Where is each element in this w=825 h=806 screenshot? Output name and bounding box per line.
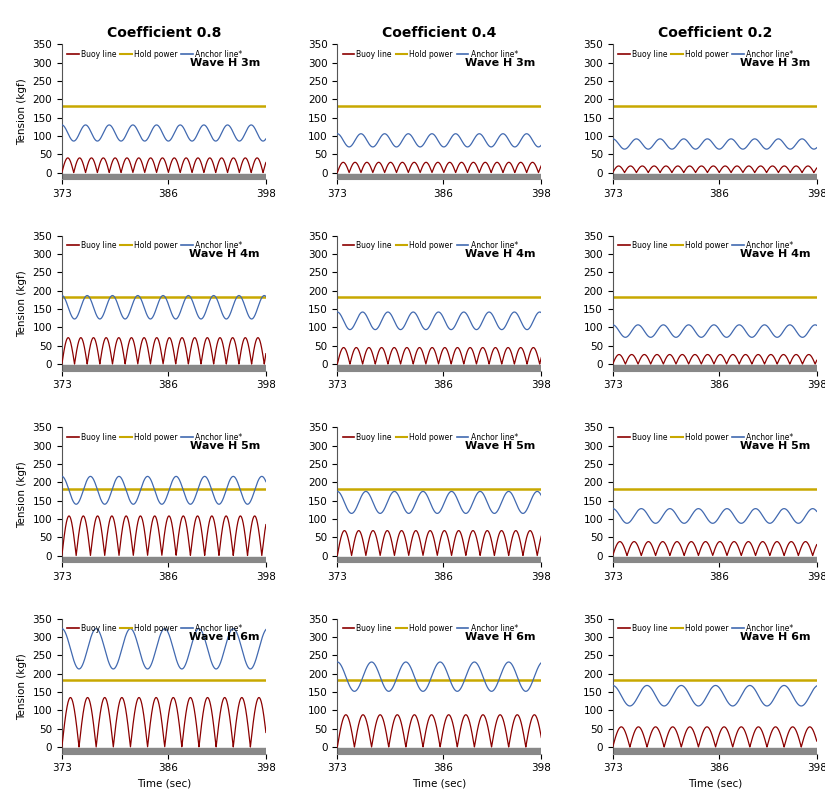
Bar <box>613 365 817 371</box>
Legend: Buoy line, Hold power, Anchor line*: Buoy line, Hold power, Anchor line* <box>616 622 794 634</box>
Y-axis label: Tension (kgf): Tension (kgf) <box>16 653 27 720</box>
Y-axis label: Tension (kgf): Tension (kgf) <box>16 461 27 528</box>
Text: Wave H 3m: Wave H 3m <box>465 58 535 68</box>
Text: Wave H 4m: Wave H 4m <box>464 249 535 260</box>
Text: Wave H 4m: Wave H 4m <box>189 249 260 260</box>
Bar <box>613 173 817 179</box>
Legend: Buoy line, Hold power, Anchor line*: Buoy line, Hold power, Anchor line* <box>616 239 794 251</box>
Bar <box>337 557 541 562</box>
Bar <box>337 748 541 754</box>
X-axis label: Time (sec): Time (sec) <box>412 779 466 789</box>
Text: Wave H 6m: Wave H 6m <box>189 632 260 642</box>
Bar <box>337 173 541 179</box>
Bar <box>62 557 266 562</box>
Text: Wave H 6m: Wave H 6m <box>464 632 535 642</box>
Title: Coefficient 0.8: Coefficient 0.8 <box>106 27 221 40</box>
Bar <box>62 748 266 754</box>
Y-axis label: Tension (kgf): Tension (kgf) <box>16 78 27 145</box>
Legend: Buoy line, Hold power, Anchor line*: Buoy line, Hold power, Anchor line* <box>341 431 519 443</box>
Legend: Buoy line, Hold power, Anchor line*: Buoy line, Hold power, Anchor line* <box>616 431 794 443</box>
X-axis label: Time (sec): Time (sec) <box>137 779 191 789</box>
Y-axis label: Tension (kgf): Tension (kgf) <box>16 270 27 337</box>
Bar <box>613 557 817 562</box>
Text: Wave H 3m: Wave H 3m <box>190 58 260 68</box>
Title: Coefficient 0.2: Coefficient 0.2 <box>658 27 772 40</box>
Text: Wave H 6m: Wave H 6m <box>740 632 811 642</box>
Text: Wave H 4m: Wave H 4m <box>740 249 811 260</box>
Bar <box>62 365 266 371</box>
Legend: Buoy line, Hold power, Anchor line*: Buoy line, Hold power, Anchor line* <box>341 48 519 60</box>
Bar <box>62 173 266 179</box>
Legend: Buoy line, Hold power, Anchor line*: Buoy line, Hold power, Anchor line* <box>341 239 519 251</box>
Legend: Buoy line, Hold power, Anchor line*: Buoy line, Hold power, Anchor line* <box>341 622 519 634</box>
Title: Coefficient 0.4: Coefficient 0.4 <box>382 27 497 40</box>
Legend: Buoy line, Hold power, Anchor line*: Buoy line, Hold power, Anchor line* <box>66 622 244 634</box>
Text: Wave H 5m: Wave H 5m <box>740 441 811 451</box>
Legend: Buoy line, Hold power, Anchor line*: Buoy line, Hold power, Anchor line* <box>66 431 244 443</box>
Bar <box>337 365 541 371</box>
Text: Wave H 5m: Wave H 5m <box>190 441 260 451</box>
Text: Wave H 3m: Wave H 3m <box>740 58 811 68</box>
Legend: Buoy line, Hold power, Anchor line*: Buoy line, Hold power, Anchor line* <box>66 48 244 60</box>
X-axis label: Time (sec): Time (sec) <box>687 779 742 789</box>
Legend: Buoy line, Hold power, Anchor line*: Buoy line, Hold power, Anchor line* <box>616 48 794 60</box>
Legend: Buoy line, Hold power, Anchor line*: Buoy line, Hold power, Anchor line* <box>66 239 244 251</box>
Text: Wave H 5m: Wave H 5m <box>465 441 535 451</box>
Bar <box>613 748 817 754</box>
